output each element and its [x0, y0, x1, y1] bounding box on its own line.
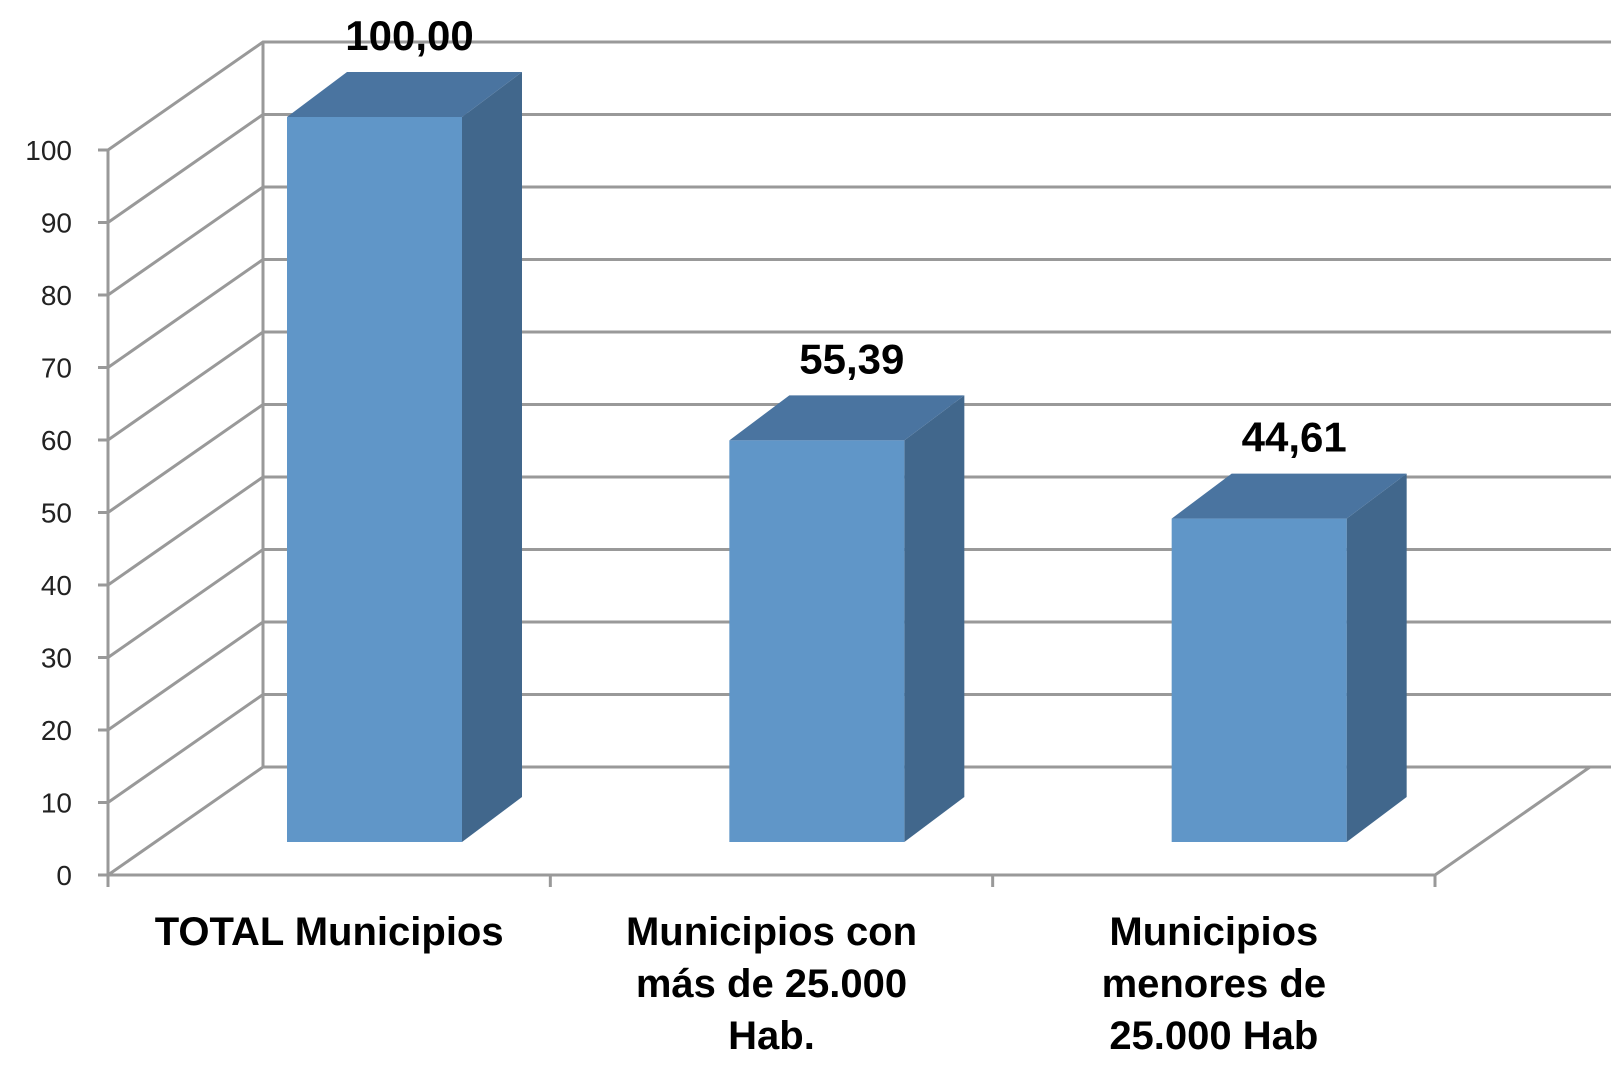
x-tick-label: Municipios con más de 25.000 Hab. [626, 910, 917, 1058]
y-tick-label: 80 [41, 280, 72, 311]
bar-top [287, 72, 522, 117]
y-tick-label: 30 [41, 643, 72, 674]
y-tick-label: 40 [41, 570, 72, 601]
bar-side [1346, 473, 1407, 842]
y-tick-label: 60 [41, 425, 72, 456]
y-tick-label: 20 [41, 715, 72, 746]
bar [1171, 518, 1347, 842]
y-tick-label: 0 [56, 860, 72, 891]
value-label: 44,61 [1242, 414, 1347, 461]
x-tick-label: Municipios menores de 25.000 Hab [1102, 910, 1327, 1058]
x-tick-label: TOTAL Municipios [155, 910, 504, 954]
bar-top [1171, 473, 1407, 519]
bar-side [462, 72, 522, 842]
y-tick-label: 100 [25, 135, 72, 166]
y-tick-label: 10 [41, 788, 72, 819]
value-label: 100,00 [345, 12, 473, 59]
bar-top [729, 395, 965, 441]
bar-side [904, 395, 965, 842]
value-label: 55,39 [799, 335, 904, 382]
y-tick-label: 90 [41, 208, 72, 239]
y-tick-label: 50 [41, 498, 72, 529]
floor [106, 150, 1591, 877]
y-tick-label: 70 [41, 353, 72, 384]
bar [729, 440, 905, 842]
bar [287, 117, 462, 842]
